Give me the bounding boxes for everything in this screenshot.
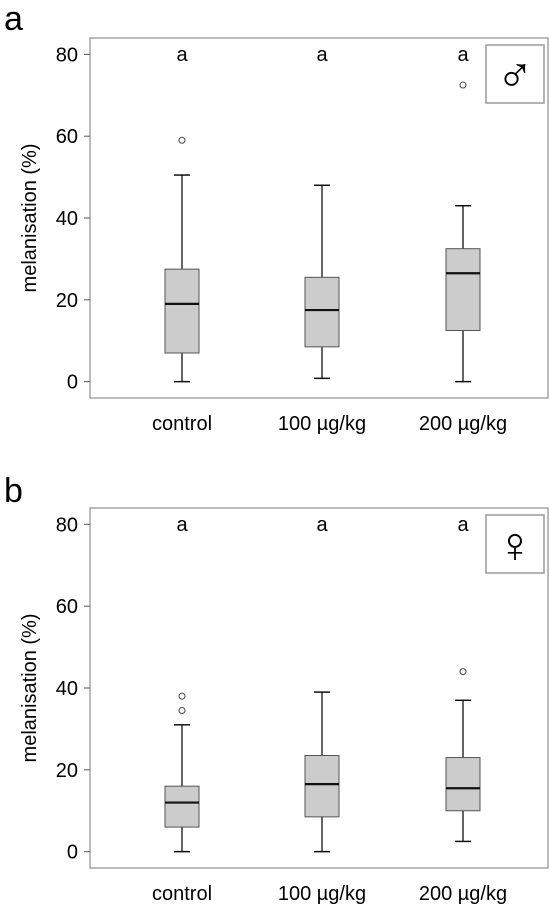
y-axis-label: melanisation (%) [19,614,41,763]
iqr-box [304,755,340,818]
y-axis-label: melanisation (%) [19,144,41,293]
iqr-box [445,757,481,812]
y-tick-label: 0 [67,372,78,394]
y-tick-label: 40 [56,678,78,700]
chart-panel-b: b 0 20 40 60 80 melanisation (%) control 100 µg/… [4,472,549,904]
iqr-box [164,268,200,354]
sex-symbol-box [485,44,545,104]
outlier-point [459,668,467,676]
significance-letter: a [176,514,188,536]
y-tick-label: 60 [56,596,78,618]
x-category-label: 100 µg/kg [278,413,366,435]
outlier-point [178,692,186,700]
y-tick-label: 20 [56,760,78,782]
significance-letter: a [316,44,328,66]
x-category-label: 200 µg/kg [419,413,507,435]
y-tick-label: 80 [56,44,78,66]
panel-label: b [4,472,23,510]
outlier-point [178,707,186,714]
box-100 µg/kg [304,691,340,853]
y-tick-label: 20 [56,290,78,312]
box-control [164,692,200,853]
iqr-box [164,785,200,828]
y-tick-label: 0 [67,842,78,864]
box-200 µg/kg [445,81,481,383]
box-200 µg/kg [445,668,481,843]
x-category-label: control [152,883,212,904]
significance-letter: a [457,514,469,536]
outlier-point [459,81,467,89]
sex-symbol-box [485,514,545,574]
y-tick-label: 60 [56,126,78,148]
iqr-box [445,248,481,332]
panel-label: a [4,0,23,38]
significance-letter: a [457,44,469,66]
y-tick-label: 40 [56,208,78,230]
iqr-box [304,276,340,348]
box-100 µg/kg [304,184,340,380]
outlier-point [178,136,186,144]
x-category-label: 100 µg/kg [278,883,366,904]
box-control [164,136,200,383]
significance-letter: a [176,44,188,66]
x-category-label: 200 µg/kg [419,883,507,904]
significance-letter: a [316,514,328,536]
y-tick-label: 80 [56,514,78,536]
x-category-label: control [152,413,212,435]
chart-panel-a: a 0 20 40 60 80 melanisation (%) control 100 µg/… [4,0,549,435]
male-symbol-icon: ♂ [496,47,534,103]
female-symbol-icon: ♀ [496,517,534,573]
